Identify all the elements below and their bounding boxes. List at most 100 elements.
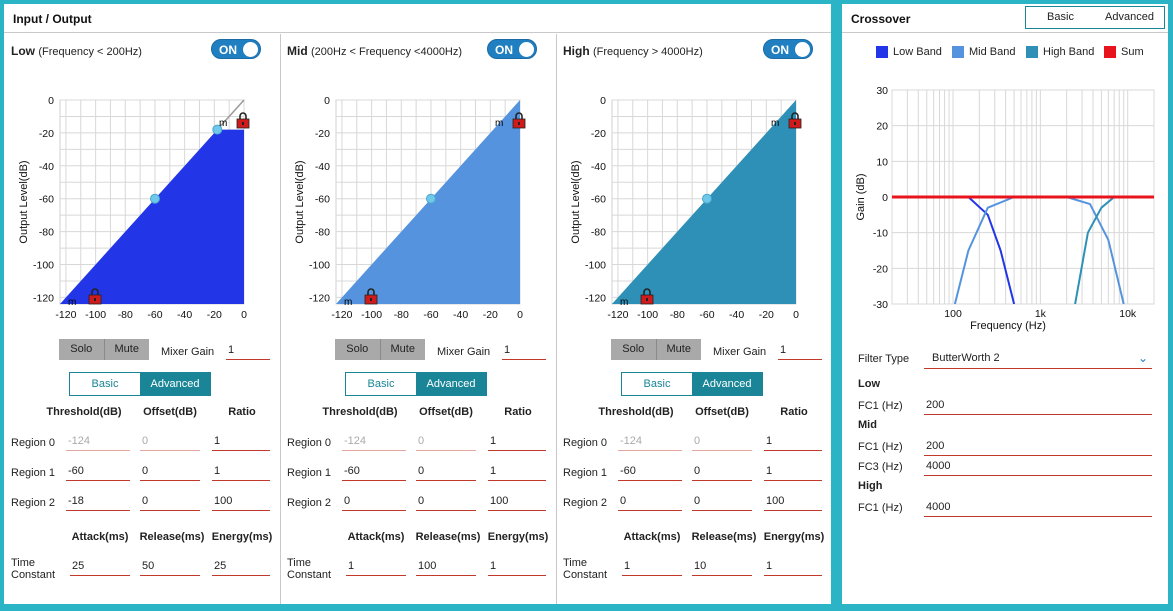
attack-input[interactable]: 25 bbox=[70, 558, 130, 576]
x-tick-label: -20 bbox=[483, 309, 498, 321]
x-tick-label: -60 bbox=[699, 309, 714, 321]
y-tick-label: -20 bbox=[39, 128, 54, 140]
solo-button[interactable]: Solo bbox=[335, 339, 381, 360]
band-title: Mid (200Hz < Frequency <4000Hz) bbox=[287, 44, 462, 58]
region-1-offset-input[interactable]: 0 bbox=[692, 463, 752, 481]
mixer-gain-input[interactable]: 1 bbox=[226, 342, 270, 360]
region-2-ratio-input[interactable]: 100 bbox=[764, 493, 822, 511]
region-2-threshold-input[interactable]: 0 bbox=[618, 493, 682, 511]
knee-point-handle[interactable] bbox=[149, 193, 160, 204]
y-tick-label: -100 bbox=[33, 260, 54, 272]
region-2-offset-input[interactable]: 0 bbox=[140, 493, 200, 511]
solo-button[interactable]: Solo bbox=[611, 339, 657, 360]
tab-advanced[interactable]: Advanced bbox=[1105, 11, 1154, 23]
region-0-ratio-input[interactable]: 1 bbox=[488, 433, 546, 451]
toggle-label: ON bbox=[219, 43, 237, 57]
y-tick-label: -120 bbox=[585, 292, 606, 304]
band-range: (Frequency > 4000Hz) bbox=[593, 46, 703, 58]
region-0-ratio-input[interactable]: 1 bbox=[764, 433, 822, 451]
tab-advanced[interactable]: Advanced bbox=[416, 373, 486, 395]
solo-mute-group: Solo Mute bbox=[335, 339, 425, 360]
region-1-offset-input[interactable]: 0 bbox=[140, 463, 200, 481]
compressor-graph[interactable]: m m 0 -20 -40 -60 -80 -100 -120-120 -100 -80 -60 -40… bbox=[4, 64, 280, 326]
region-2-threshold-input[interactable]: -18 bbox=[66, 493, 130, 511]
release-input[interactable]: 100 bbox=[416, 558, 476, 576]
y-tick-label: -100 bbox=[585, 260, 606, 272]
mixer-gain-input[interactable]: 1 bbox=[502, 342, 546, 360]
knee-point-handle[interactable] bbox=[425, 193, 436, 204]
band-on-toggle[interactable]: ON bbox=[763, 39, 813, 59]
band-on-toggle[interactable]: ON bbox=[487, 39, 537, 59]
tab-basic[interactable]: Basic bbox=[622, 373, 692, 395]
lock-keyhole bbox=[646, 298, 648, 301]
high-fc1-input[interactable]: 4000 bbox=[924, 499, 1152, 517]
input-output-panel: Input / Output Low (Frequency < 200Hz) O… bbox=[4, 4, 831, 604]
mute-button[interactable]: Mute bbox=[380, 339, 425, 360]
knee-point-handle[interactable] bbox=[701, 193, 712, 204]
divider bbox=[4, 32, 831, 33]
band-title: High (Frequency > 4000Hz) bbox=[563, 44, 703, 58]
region-0-ratio-input[interactable]: 1 bbox=[212, 433, 270, 451]
region-2-offset-input[interactable]: 0 bbox=[416, 493, 476, 511]
region-2-threshold-input[interactable]: 0 bbox=[342, 493, 406, 511]
lock-shackle bbox=[239, 112, 247, 119]
x-tick-label: 100 bbox=[944, 308, 962, 320]
release-input[interactable]: 10 bbox=[692, 558, 752, 576]
region-1-offset-input[interactable]: 0 bbox=[416, 463, 476, 481]
band-on-toggle[interactable]: ON bbox=[211, 39, 261, 59]
legend-low-band: Low Band bbox=[876, 46, 942, 58]
energy-input[interactable]: 25 bbox=[212, 558, 270, 576]
region-1-threshold-input[interactable]: -60 bbox=[618, 463, 682, 481]
y-tick-label: -40 bbox=[39, 161, 54, 173]
tab-basic[interactable]: Basic bbox=[346, 373, 416, 395]
solo-mute-group: Solo Mute bbox=[59, 339, 149, 360]
lock-shackle bbox=[367, 288, 375, 295]
energy-input[interactable]: 1 bbox=[764, 558, 822, 576]
release-input[interactable]: 50 bbox=[140, 558, 200, 576]
tab-basic[interactable]: Basic bbox=[1047, 11, 1074, 23]
mute-button[interactable]: Mute bbox=[104, 339, 149, 360]
compressor-graph[interactable]: m m 0 -20 -40 -60 -80 -100 -120-120 -100 -80 -60 -40… bbox=[280, 64, 556, 326]
toggle-knob bbox=[519, 42, 534, 57]
region-label: Region 0 bbox=[287, 437, 332, 449]
panel-title: Input / Output bbox=[13, 12, 92, 26]
attack-input[interactable]: 1 bbox=[622, 558, 682, 576]
knee-point-handle[interactable] bbox=[212, 124, 223, 135]
legend-label: Mid Band bbox=[969, 46, 1016, 58]
mute-button[interactable]: Mute bbox=[656, 339, 701, 360]
region-1-ratio-input[interactable]: 1 bbox=[764, 463, 822, 481]
energy-input[interactable]: 1 bbox=[488, 558, 546, 576]
tab-basic[interactable]: Basic bbox=[70, 373, 140, 395]
region-1-threshold-input[interactable]: -60 bbox=[342, 463, 406, 481]
tab-advanced[interactable]: Advanced bbox=[140, 373, 210, 395]
lock-m-label: m bbox=[219, 118, 227, 129]
toggle-knob bbox=[243, 42, 258, 57]
region-1-ratio-input[interactable]: 1 bbox=[488, 463, 546, 481]
y-tick-label: -120 bbox=[309, 292, 330, 304]
y-tick-label: -20 bbox=[591, 128, 606, 140]
region-2-offset-input[interactable]: 0 bbox=[692, 493, 752, 511]
compressor-graph[interactable]: m m 0 -20 -40 -60 -80 -100 -120-120 -100 -80 -60 -40… bbox=[556, 64, 832, 326]
attack-input[interactable]: 1 bbox=[346, 558, 406, 576]
region-1-ratio-input[interactable]: 1 bbox=[212, 463, 270, 481]
region-2-ratio-input[interactable]: 100 bbox=[212, 493, 270, 511]
band-name: Mid bbox=[287, 44, 308, 58]
tab-advanced[interactable]: Advanced bbox=[692, 373, 762, 395]
solo-button[interactable]: Solo bbox=[59, 339, 105, 360]
mixer-gain-input[interactable]: 1 bbox=[778, 342, 822, 360]
filter-type-label: Filter Type bbox=[858, 353, 910, 365]
mid-fc3-input[interactable]: 4000 bbox=[924, 458, 1152, 476]
y-tick-label: -100 bbox=[309, 260, 330, 272]
mid-fc1-input[interactable]: 200 bbox=[924, 438, 1152, 456]
region-1-threshold-input[interactable]: -60 bbox=[66, 463, 130, 481]
y-tick-label: -120 bbox=[33, 292, 54, 304]
release-header: Release(ms) bbox=[139, 531, 205, 543]
y-tick-label: 0 bbox=[48, 95, 54, 107]
low-fc1-input[interactable]: 200 bbox=[924, 397, 1152, 415]
x-axis-label: Frequency (Hz) bbox=[970, 320, 1046, 332]
region-label: Region 1 bbox=[287, 467, 332, 479]
region-2-ratio-input[interactable]: 100 bbox=[488, 493, 546, 511]
filter-type-select[interactable]: ButterWorth 2 ⌄ bbox=[924, 349, 1152, 369]
lock-m-label: m bbox=[68, 297, 76, 308]
